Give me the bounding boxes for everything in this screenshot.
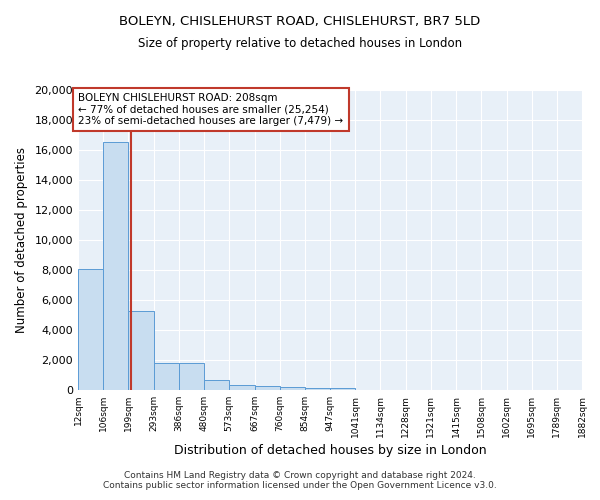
Bar <box>229 385 254 390</box>
X-axis label: Distribution of detached houses by size in London: Distribution of detached houses by size … <box>173 444 487 457</box>
Bar <box>103 142 128 390</box>
Y-axis label: Number of detached properties: Number of detached properties <box>14 147 28 333</box>
Text: Contains HM Land Registry data © Crown copyright and database right 2024.
Contai: Contains HM Land Registry data © Crown c… <box>103 470 497 490</box>
Bar <box>179 363 204 390</box>
Bar <box>254 386 280 390</box>
Text: BOLEYN CHISLEHURST ROAD: 208sqm
← 77% of detached houses are smaller (25,254)
23: BOLEYN CHISLEHURST ROAD: 208sqm ← 77% of… <box>78 93 343 126</box>
Bar <box>330 388 355 390</box>
Text: Size of property relative to detached houses in London: Size of property relative to detached ho… <box>138 38 462 51</box>
Text: BOLEYN, CHISLEHURST ROAD, CHISLEHURST, BR7 5LD: BOLEYN, CHISLEHURST ROAD, CHISLEHURST, B… <box>119 15 481 28</box>
Bar <box>78 268 103 390</box>
Bar <box>280 387 305 390</box>
Bar <box>154 363 179 390</box>
Bar <box>305 388 330 390</box>
Bar <box>128 310 154 390</box>
Bar <box>204 380 229 390</box>
